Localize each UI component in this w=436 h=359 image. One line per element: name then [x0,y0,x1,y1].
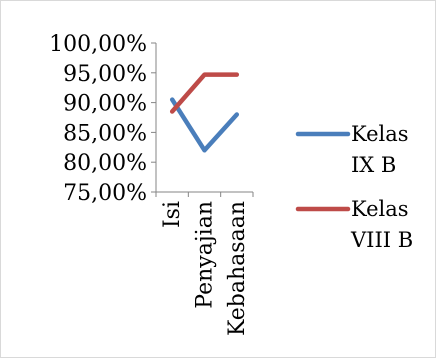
legend-label: Kelas [351,197,409,221]
y-tick-label: 75,00% [63,181,147,206]
y-tick-label: 95,00% [63,62,147,87]
legend: Kelas IX B Kelas VIII B [295,122,413,252]
y-tick-label: 80,00% [63,151,147,176]
x-tick-label: Penyajian [193,201,218,309]
legend-label: IX B [351,153,396,177]
series-line [169,72,240,114]
series-lines [169,72,240,153]
legend-label: Kelas [351,122,409,146]
legend-label: VIII B [350,228,413,252]
axes: 100,00% 95,00% 90,00% 85,00% 80,00% 75,00% Isi… [49,32,254,336]
y-tick-label: 85,00% [63,121,147,146]
x-tick-label: Isi [160,201,185,228]
y-tick-label: 90,00% [63,92,147,117]
y-tick-label: 100,00% [49,32,147,57]
x-tick-label: Kebahasaan [225,201,250,336]
series-line [169,97,240,153]
